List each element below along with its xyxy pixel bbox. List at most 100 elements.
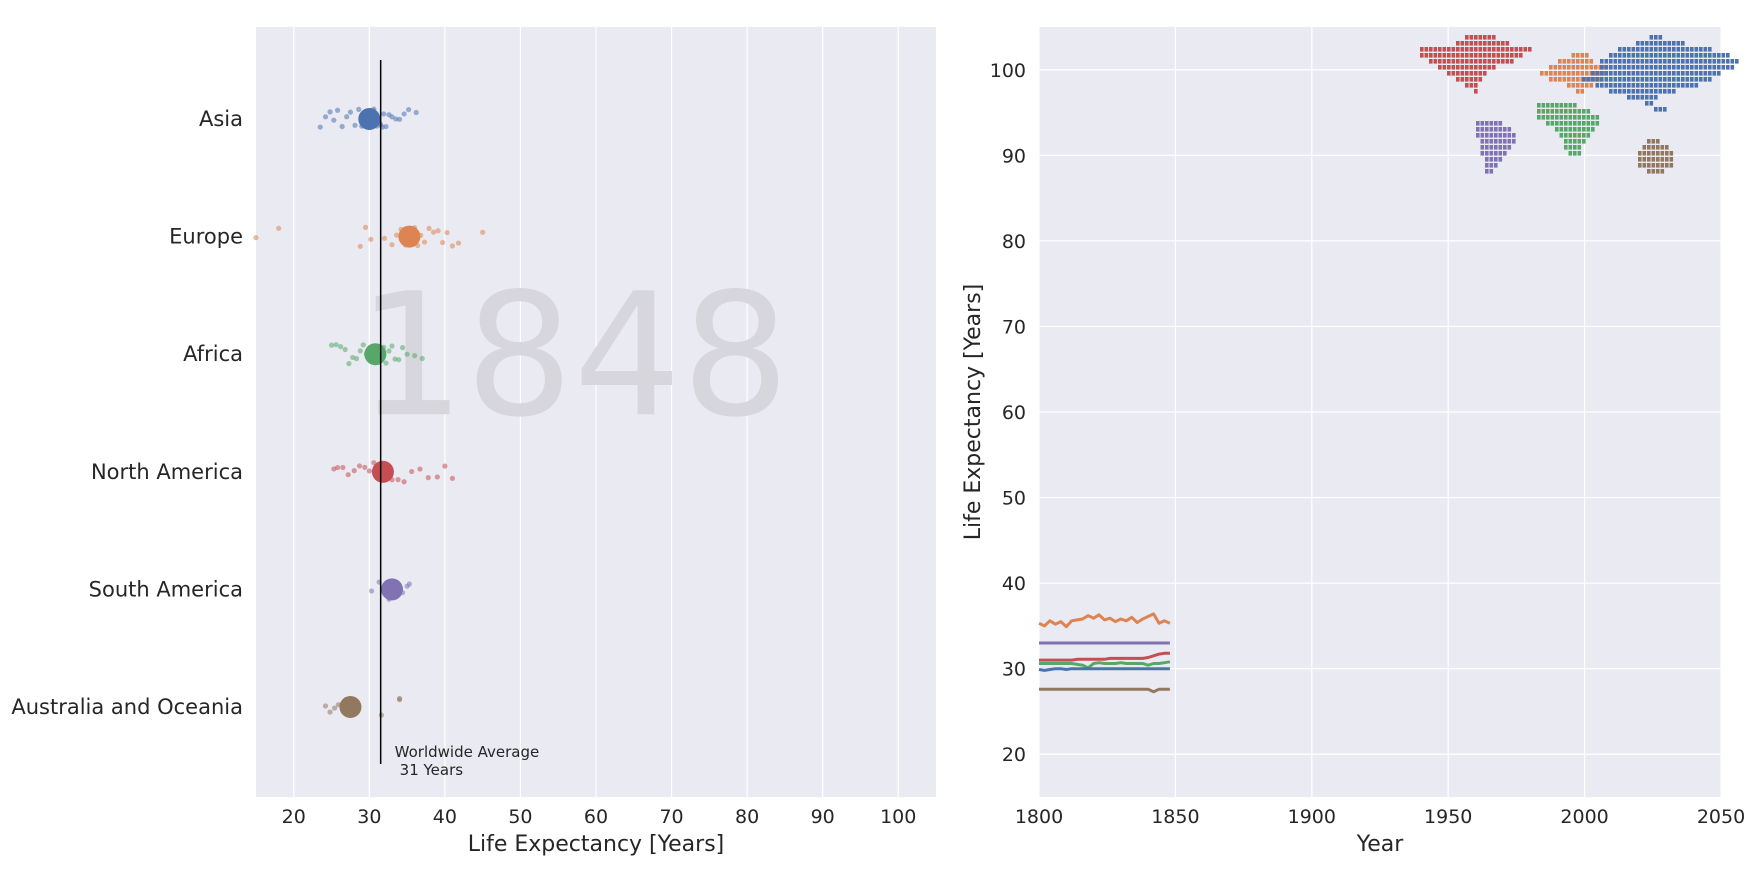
map-cell-asia	[1699, 47, 1703, 52]
map-cell-south-america	[1507, 127, 1512, 132]
point-north-america	[371, 460, 377, 466]
map-cell-asia	[1582, 77, 1586, 82]
map-cell-asia	[1640, 59, 1645, 64]
map-cell-australia-and-oceania	[1638, 151, 1642, 156]
map-cell-asia	[1672, 71, 1676, 76]
map-cell-asia	[1586, 77, 1591, 82]
map-cell-asia	[1672, 89, 1676, 94]
map-cell-north-america	[1487, 35, 1492, 40]
map-cell-europe	[1580, 89, 1585, 94]
map-cell-asia	[1672, 47, 1676, 52]
map-cell-north-america	[1483, 71, 1487, 76]
point-asia	[347, 109, 354, 115]
map-cell-asia	[1690, 59, 1694, 64]
map-cell-north-america	[1424, 53, 1429, 58]
mean-marker-south-america	[381, 578, 403, 601]
map-cell-europe	[1576, 59, 1580, 64]
point-north-america	[409, 468, 415, 475]
map-cell-south-america	[1485, 145, 1489, 150]
map-cell-asia	[1672, 59, 1676, 64]
map-cell-asia	[1640, 95, 1645, 100]
point-north-america	[449, 475, 456, 481]
map-cell-europe	[1580, 83, 1585, 88]
map-cell-asia	[1712, 65, 1717, 70]
map-cell-south-america	[1485, 163, 1489, 168]
map-cell-africa	[1582, 127, 1586, 132]
right-x-tick-labels: 1800 1850 1900 1950 2000 2050	[1015, 806, 1745, 828]
y-tick-label-90: 90	[1002, 145, 1026, 167]
map-cell-south-america	[1476, 127, 1480, 132]
map-cell-asia	[1663, 47, 1667, 52]
map-cell-asia	[1708, 65, 1712, 70]
map-cell-asia	[1609, 53, 1613, 58]
map-cell-europe	[1544, 71, 1549, 76]
x-tick-label-1850: 1850	[1151, 806, 1199, 828]
map-cell-africa	[1591, 127, 1595, 132]
map-cell-europe	[1585, 83, 1589, 88]
map-cell-asia	[1681, 47, 1685, 52]
point-asia	[322, 114, 329, 120]
map-cell-asia	[1631, 65, 1636, 70]
map-cell-europe	[1558, 71, 1562, 76]
map-cell-asia	[1640, 83, 1645, 88]
map-cell-asia	[1627, 47, 1631, 52]
map-cell-north-america	[1474, 89, 1478, 94]
map-cell-south-america	[1480, 127, 1485, 132]
map-cell-asia	[1645, 71, 1649, 76]
map-cell-north-america	[1478, 41, 1483, 46]
map-cell-europe	[1553, 77, 1558, 82]
map-cell-europe	[1580, 71, 1585, 76]
map-cell-asia	[1622, 59, 1627, 64]
map-cell-north-america	[1469, 77, 1474, 82]
map-cell-africa	[1577, 127, 1582, 132]
map-cell-north-america	[1465, 35, 1469, 40]
map-cell-north-america	[1460, 71, 1465, 76]
point-asia	[413, 109, 419, 116]
map-cell-africa	[1541, 103, 1546, 108]
map-cell-asia	[1595, 77, 1600, 82]
map-cell-south-america	[1503, 139, 1507, 144]
point-north-america	[366, 468, 372, 474]
map-cell-north-america	[1505, 47, 1510, 52]
map-cell-africa	[1568, 115, 1573, 120]
map-cell-asia	[1645, 41, 1649, 46]
point-asia	[352, 122, 358, 128]
map-cell-asia	[1649, 83, 1654, 88]
point-africa	[338, 344, 344, 350]
map-cell-north-america	[1469, 47, 1474, 52]
map-cell-africa	[1550, 103, 1555, 108]
map-cell-australia-and-oceania	[1656, 145, 1660, 150]
map-cell-north-america	[1456, 53, 1460, 58]
map-cell-north-america	[1492, 53, 1496, 58]
map-cell-asia	[1685, 77, 1690, 82]
map-cell-north-america	[1451, 47, 1456, 52]
point-north-america	[356, 463, 363, 469]
x-tick-label-1800: 1800	[1015, 806, 1063, 828]
map-cell-asia	[1654, 47, 1658, 52]
map-cell-australia-and-oceania	[1656, 157, 1660, 162]
map-cell-asia	[1600, 77, 1604, 82]
map-cell-europe	[1558, 77, 1562, 82]
map-cell-south-america	[1489, 151, 1494, 156]
map-cell-north-america	[1505, 59, 1510, 64]
map-cell-north-america	[1483, 53, 1487, 58]
map-cell-north-america	[1420, 47, 1424, 52]
map-cell-asia	[1672, 53, 1676, 58]
map-cell-asia	[1658, 71, 1663, 76]
map-cell-africa	[1537, 103, 1541, 108]
map-cell-asia	[1600, 59, 1604, 64]
point-europe	[444, 229, 450, 236]
map-cell-asia	[1622, 65, 1627, 70]
point-europe	[381, 235, 388, 241]
map-cell-australia-and-oceania	[1651, 169, 1656, 174]
map-cell-africa	[1555, 103, 1559, 108]
map-cell-australia-and-oceania	[1647, 145, 1651, 150]
map-cell-south-america	[1476, 133, 1480, 138]
map-cell-asia	[1676, 53, 1681, 58]
map-cell-asia	[1640, 47, 1645, 52]
point-africa	[419, 355, 425, 362]
map-cell-asia	[1690, 47, 1694, 52]
map-cell-north-america	[1523, 47, 1528, 52]
map-cell-north-america	[1492, 59, 1496, 64]
map-cell-europe	[1589, 83, 1594, 88]
